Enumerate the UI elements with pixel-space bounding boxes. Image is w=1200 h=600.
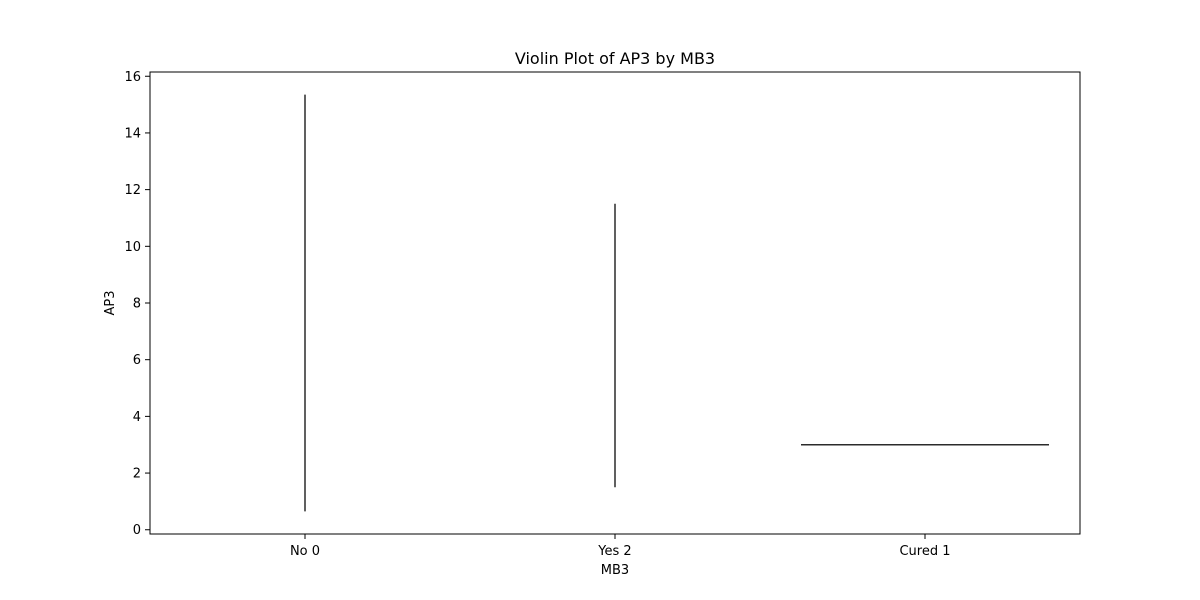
y-axis: 0 2 4 6 8 10 12 14 16 [124,70,150,538]
chart-title: Violin Plot of AP3 by MB3 [515,49,715,68]
y-tick-label: 14 [124,126,141,141]
y-axis-label: AP3 [103,290,118,315]
x-tick-label: No 0 [290,544,320,559]
y-tick-label: 2 [133,467,141,482]
violin-marks [304,94,1049,512]
y-tick-label: 4 [133,410,141,425]
y-tick-label: 12 [124,183,141,198]
y-tick-label: 16 [124,70,141,85]
y-tick-label: 0 [133,523,141,538]
plot-area-frame [149,71,1081,535]
x-tick-label: Cured 1 [899,544,950,559]
x-axis: No 0 Yes 2 Cured 1 [290,534,951,559]
y-tick-label: 6 [133,353,141,368]
x-axis-label: MB3 [601,563,629,578]
y-tick-label: 10 [124,240,141,255]
x-tick-label: Yes 2 [597,544,631,559]
y-tick-label: 8 [133,297,141,312]
